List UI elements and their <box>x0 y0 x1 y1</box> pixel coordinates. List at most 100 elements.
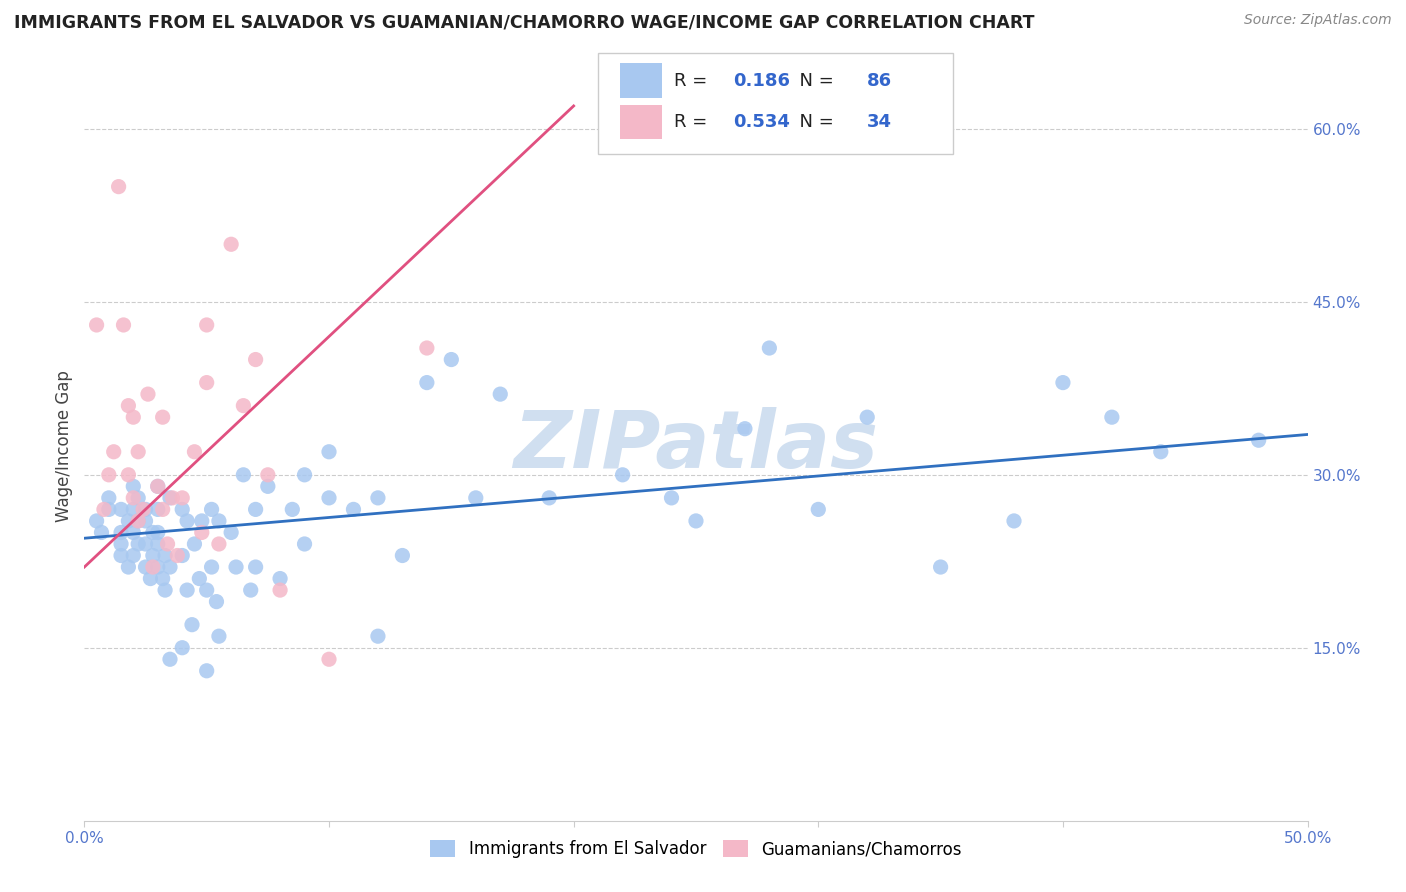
Point <box>146 560 169 574</box>
Point <box>685 514 707 528</box>
Text: Source: ZipAtlas.com: Source: ZipAtlas.com <box>1244 13 1392 28</box>
Point <box>110 549 132 563</box>
Point <box>239 583 262 598</box>
Point <box>110 502 132 516</box>
Point <box>257 479 280 493</box>
Point <box>188 572 211 586</box>
Point <box>281 502 304 516</box>
Point <box>142 560 165 574</box>
Point <box>122 502 145 516</box>
Point <box>367 629 389 643</box>
Text: IMMIGRANTS FROM EL SALVADOR VS GUAMANIAN/CHAMORRO WAGE/INCOME GAP CORRELATION CH: IMMIGRANTS FROM EL SALVADOR VS GUAMANIAN… <box>14 13 1035 31</box>
Point <box>807 502 830 516</box>
Point <box>200 502 222 516</box>
Point <box>1247 434 1270 448</box>
Point <box>172 491 194 505</box>
Point <box>661 491 683 505</box>
Point <box>166 549 188 563</box>
Point <box>93 502 115 516</box>
Point <box>156 537 179 551</box>
Point <box>191 514 214 528</box>
Point <box>146 479 169 493</box>
Point <box>205 594 228 608</box>
Point <box>172 502 194 516</box>
Point <box>1052 376 1074 390</box>
Point <box>245 352 267 367</box>
Point <box>135 502 157 516</box>
Point <box>159 491 181 505</box>
Point <box>159 652 181 666</box>
Text: 0.186: 0.186 <box>733 71 790 89</box>
Point <box>929 560 952 574</box>
Point <box>416 376 439 390</box>
Point <box>152 572 174 586</box>
Point <box>416 341 439 355</box>
Point <box>856 410 879 425</box>
Point <box>176 514 198 528</box>
Point <box>103 444 125 458</box>
Point <box>135 537 157 551</box>
Point <box>232 467 254 482</box>
Point <box>122 549 145 563</box>
Point <box>90 525 112 540</box>
Point <box>127 537 149 551</box>
Point <box>122 479 145 493</box>
Point <box>208 514 231 528</box>
Point <box>146 502 169 516</box>
Point <box>208 537 231 551</box>
Point <box>269 572 291 586</box>
Point <box>208 629 231 643</box>
Point <box>195 583 218 598</box>
FancyBboxPatch shape <box>620 104 662 139</box>
Text: R =: R = <box>673 113 713 131</box>
Point <box>464 491 486 505</box>
FancyBboxPatch shape <box>620 63 662 98</box>
Point <box>146 525 169 540</box>
Text: 0.534: 0.534 <box>733 113 790 131</box>
Point <box>183 444 205 458</box>
Y-axis label: Wage/Income Gap: Wage/Income Gap <box>55 370 73 522</box>
Point <box>107 179 129 194</box>
Point <box>758 341 780 355</box>
Legend: Immigrants from El Salvador, Guamanians/Chamorros: Immigrants from El Salvador, Guamanians/… <box>423 833 969 864</box>
Point <box>110 537 132 551</box>
Point <box>139 572 162 586</box>
Point <box>195 664 218 678</box>
Point <box>117 399 139 413</box>
Point <box>191 525 214 540</box>
Point <box>391 549 413 563</box>
Point <box>86 318 108 332</box>
Point <box>127 514 149 528</box>
Point <box>367 491 389 505</box>
Point <box>86 514 108 528</box>
Text: R =: R = <box>673 71 713 89</box>
Point <box>257 467 280 482</box>
Point <box>183 537 205 551</box>
Point <box>318 652 340 666</box>
Text: N =: N = <box>787 113 839 131</box>
Point <box>162 491 184 505</box>
Point <box>127 514 149 528</box>
Point <box>612 467 634 482</box>
Point <box>1002 514 1025 528</box>
Point <box>153 549 176 563</box>
Point <box>342 502 364 516</box>
Point <box>122 491 145 505</box>
Point <box>132 502 155 516</box>
Point <box>142 525 165 540</box>
Point <box>489 387 512 401</box>
Point <box>117 467 139 482</box>
Point <box>200 560 222 574</box>
Point <box>135 514 157 528</box>
Point <box>172 549 194 563</box>
Point <box>195 318 218 332</box>
Point <box>219 237 242 252</box>
Point <box>294 537 316 551</box>
Point <box>122 410 145 425</box>
Point <box>318 444 340 458</box>
Point <box>269 583 291 598</box>
Point <box>146 537 169 551</box>
Point <box>146 479 169 493</box>
Point <box>245 560 267 574</box>
Point <box>136 387 159 401</box>
